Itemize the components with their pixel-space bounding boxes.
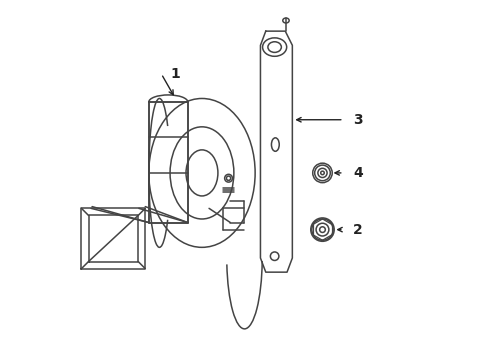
Text: 1: 1 [170, 67, 180, 81]
Text: 3: 3 [352, 113, 362, 127]
Text: 4: 4 [352, 166, 362, 180]
Text: 2: 2 [352, 222, 362, 237]
